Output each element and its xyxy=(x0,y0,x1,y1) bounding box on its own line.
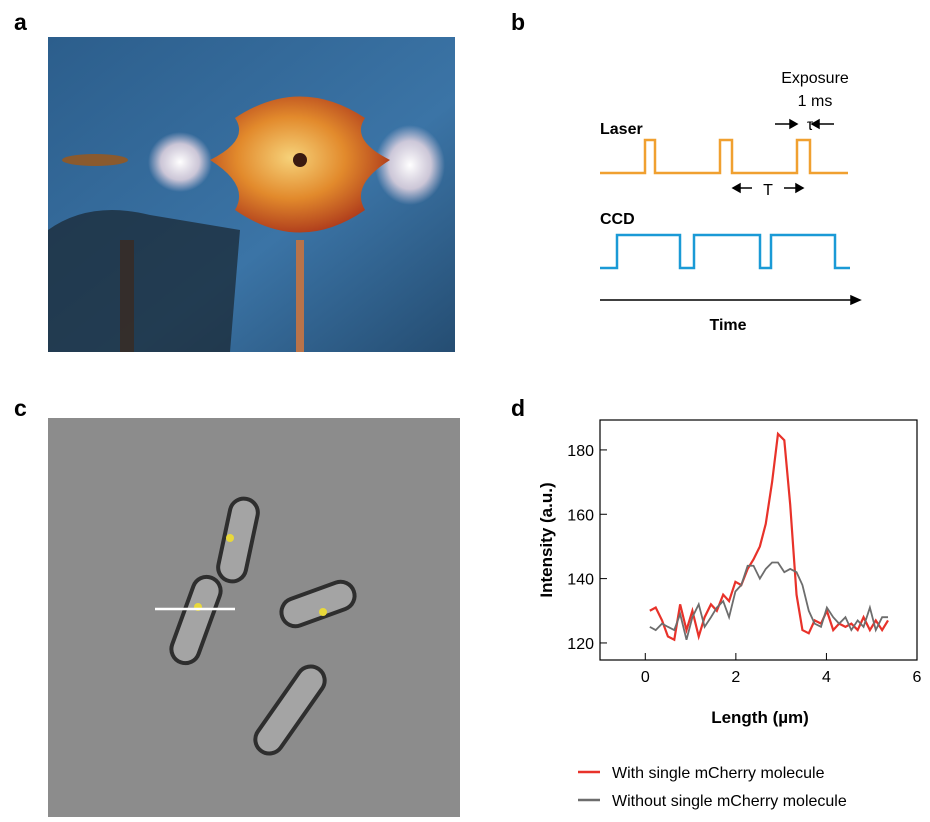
data-line xyxy=(650,434,888,640)
period-label: T xyxy=(763,182,773,199)
time-label: Time xyxy=(709,317,746,334)
x-tick-label: 6 xyxy=(913,669,922,686)
x-tick-label: 4 xyxy=(822,669,831,686)
tau-label: τ xyxy=(807,117,814,134)
legend-label: With single mCherry molecule xyxy=(612,765,825,782)
panel-label: a xyxy=(14,9,27,35)
y-tick-label: 160 xyxy=(567,507,594,524)
page: {"panel_labels": ["a", "b", "c", "d"], "… xyxy=(0,0,930,817)
panel-label: d xyxy=(511,395,525,421)
y-tick-label: 140 xyxy=(567,572,594,589)
ccd-label: CCD xyxy=(600,211,635,228)
timing-diagram: Exposure 1 ms τ Laser T CCD Time xyxy=(600,70,860,334)
body: a b c d Exposure 1 ms τ Laser T CCD Time… xyxy=(0,0,930,817)
legend-label: Without single mCherry molecule xyxy=(612,793,847,810)
figure: a b c d Exposure 1 ms τ Laser T CCD Time… xyxy=(0,0,930,817)
exposure-time: 1 ms xyxy=(798,93,833,110)
x-tick-label: 0 xyxy=(641,669,650,686)
x-tick-label: 2 xyxy=(731,669,740,686)
panel-label: c xyxy=(14,395,27,421)
micrograph xyxy=(48,418,460,817)
y-tick-label: 120 xyxy=(567,636,594,653)
panel-label: b xyxy=(511,9,525,35)
photo-apple-bullet xyxy=(48,37,455,352)
laser-label: Laser xyxy=(600,121,643,138)
exposure-label: Exposure xyxy=(781,70,849,87)
x-axis-label: Length (µm) xyxy=(711,708,809,727)
y-axis-label: Intensity (a.u.) xyxy=(537,482,556,597)
y-tick-label: 180 xyxy=(567,443,594,460)
plot-frame xyxy=(600,420,917,660)
